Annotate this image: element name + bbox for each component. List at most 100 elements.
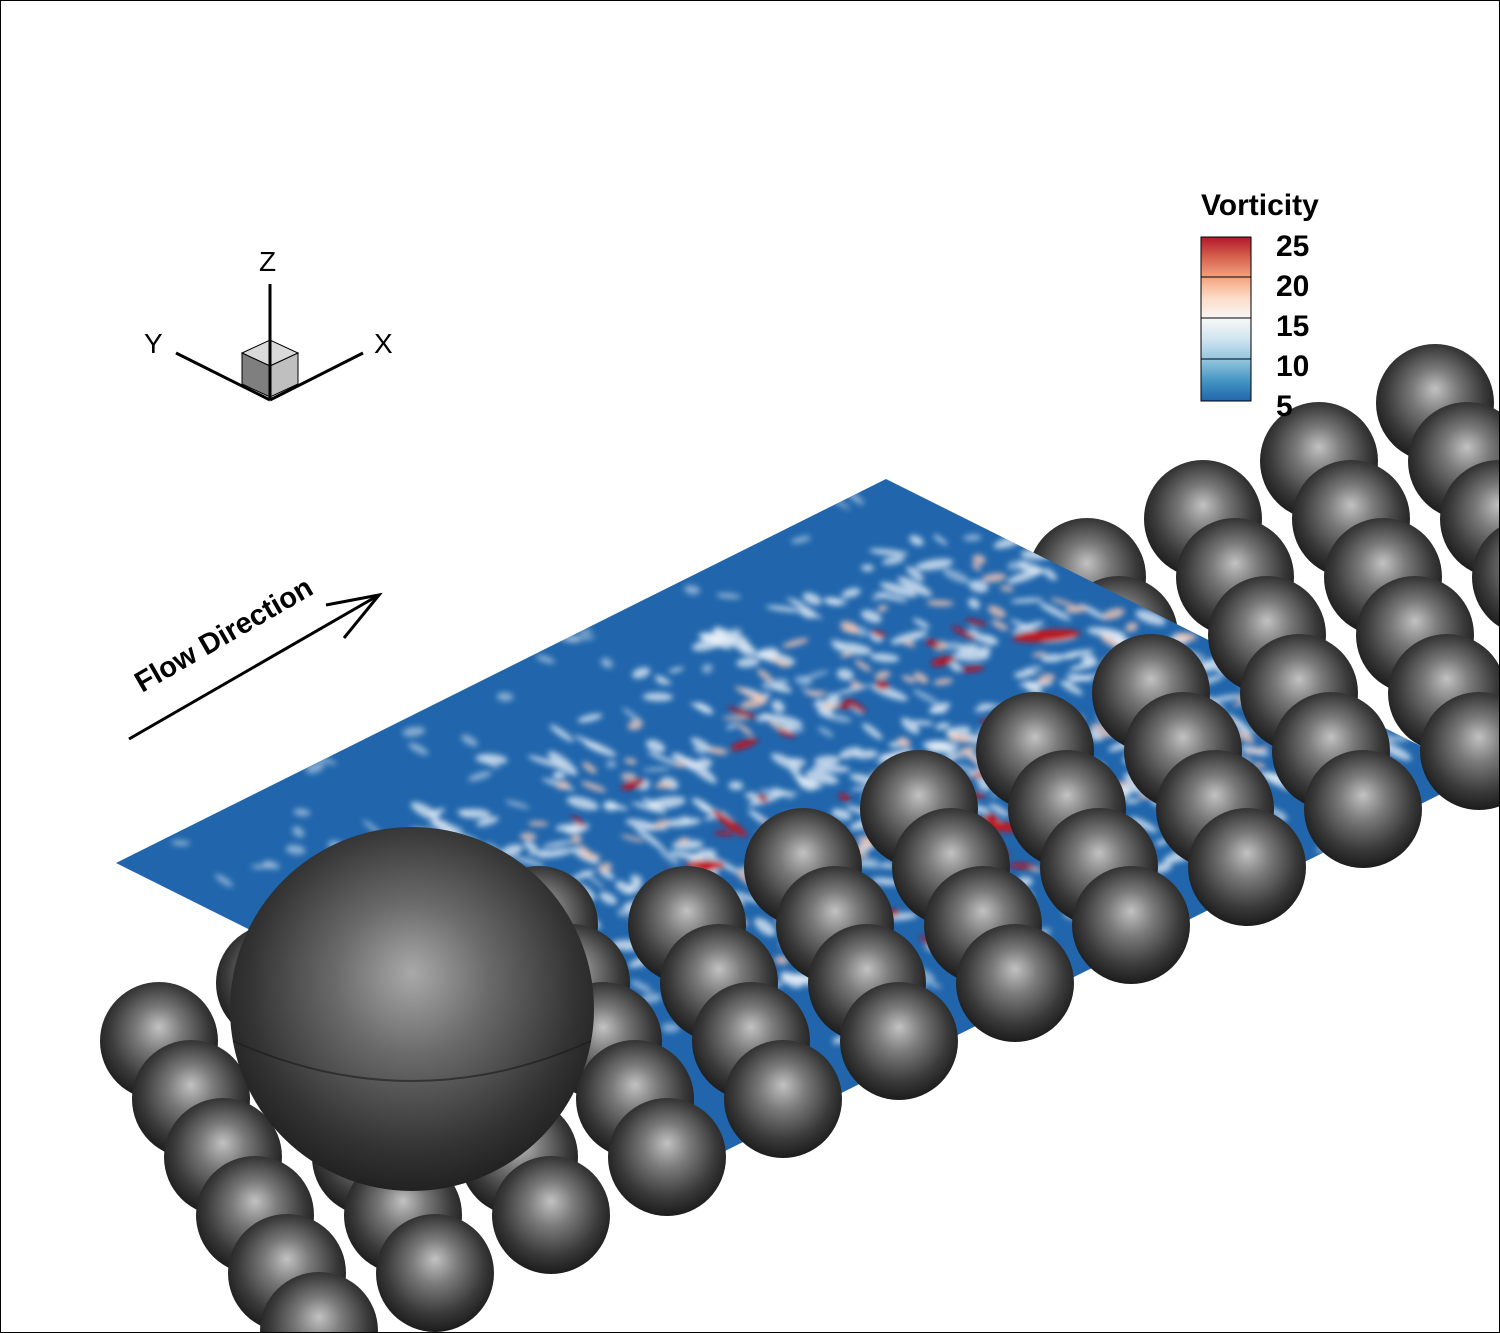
- vortex-patch: [648, 796, 686, 810]
- vortex-patch: [736, 723, 754, 737]
- vortex-patch: [972, 563, 981, 571]
- y-axis-label: Y: [144, 328, 163, 359]
- vortex-patch: [729, 738, 759, 751]
- vortex-patch: [782, 638, 809, 648]
- vortex-patch: [740, 699, 765, 709]
- vortex-patch: [968, 580, 989, 593]
- vortex-patch: [839, 652, 854, 658]
- vortex-patch: [580, 851, 601, 860]
- vortex-patch: [732, 891, 762, 904]
- vortex-patch: [624, 758, 637, 765]
- vortex-patch: [930, 656, 956, 667]
- vortex-patch: [632, 667, 651, 679]
- vortex-patch: [785, 597, 804, 606]
- vortex-patch: [799, 609, 815, 619]
- vortex-patch: [691, 797, 712, 811]
- vortex-patch: [966, 631, 998, 646]
- vortex-patch: [727, 707, 758, 719]
- vortex-patch: [1243, 746, 1270, 755]
- flow-direction-label: Flow Direction: [130, 571, 319, 699]
- vortex-patch: [835, 684, 871, 695]
- vortex-patch: [171, 840, 190, 846]
- y-axis-line: [175, 351, 271, 402]
- vortex-patch: [915, 558, 954, 571]
- vortex-patch: [547, 751, 578, 776]
- vortex-patch: [1008, 863, 1036, 869]
- vortex-patch: [527, 849, 549, 856]
- vortex-patch: [853, 749, 879, 759]
- vortex-patch: [836, 668, 854, 681]
- vortex-patch: [736, 657, 760, 668]
- vortex-patch: [1043, 568, 1057, 581]
- vortex-patch: [1009, 619, 1035, 631]
- vortex-patch: [556, 780, 570, 790]
- vortex-patch: [568, 635, 595, 641]
- vortex-patch: [1031, 651, 1047, 658]
- vortex-patch: [641, 993, 662, 1004]
- vortex-patch: [461, 734, 478, 747]
- vortex-patch: [634, 826, 665, 851]
- vortex-patch: [965, 618, 987, 626]
- vortex-patch: [942, 641, 963, 651]
- vortex-patch: [1264, 771, 1279, 782]
- vortex-patch: [1125, 622, 1138, 632]
- legend-tick-10: 10: [1276, 350, 1309, 383]
- vortex-patch: [901, 640, 916, 648]
- bed-sphere: [840, 982, 958, 1100]
- vortex-patch: [765, 605, 803, 613]
- vortex-patch: [1173, 632, 1198, 642]
- vortex-patch: [957, 746, 978, 756]
- vortex-patch: [621, 779, 645, 790]
- vortex-patch: [912, 689, 939, 705]
- vortex-patch: [1038, 602, 1071, 621]
- vortex-patch: [484, 758, 500, 770]
- vortex-patch: [1234, 731, 1255, 743]
- vortex-patch: [844, 698, 867, 714]
- vortex-patch: [712, 626, 724, 636]
- vortex-patch: [427, 819, 448, 826]
- vortex-patch: [989, 803, 1010, 817]
- vortex-patch: [577, 713, 603, 723]
- vortex-patch: [599, 891, 617, 905]
- vortex-patch: [1081, 654, 1096, 665]
- vortex-patch: [402, 726, 426, 737]
- vortex-patch: [855, 626, 868, 638]
- vortex-patch: [293, 808, 311, 817]
- bed-sphere: [724, 1040, 842, 1158]
- bed-sphere: [956, 924, 1074, 1042]
- vortex-patch: [626, 882, 641, 894]
- vortex-patch: [1065, 674, 1098, 683]
- vortex-patch: [968, 598, 980, 610]
- vortex-patch: [837, 702, 851, 709]
- vortex-patch: [582, 761, 597, 774]
- vortex-patch: [952, 650, 990, 662]
- vortex-patch: [642, 767, 671, 772]
- vortex-patch: [571, 816, 586, 827]
- vortex-patch: [862, 723, 883, 740]
- vortex-patch: [947, 726, 972, 735]
- vortex-patch: [831, 808, 852, 821]
- vortex-patch: [948, 733, 971, 743]
- bed-sphere: [1072, 866, 1190, 984]
- vortex-patch: [694, 702, 714, 715]
- vortex-patch: [1010, 597, 1044, 604]
- vortex-patch: [603, 803, 629, 811]
- vortex-patch: [700, 633, 731, 650]
- vortex-patch: [652, 819, 669, 829]
- flow-direction-arrow: Flow Direction: [128, 571, 383, 741]
- vortex-patch: [711, 809, 748, 838]
- vortex-patch: [949, 661, 962, 672]
- vortex-patch: [725, 639, 754, 650]
- vortex-patch: [870, 630, 887, 638]
- vortex-patch: [805, 690, 828, 696]
- vortex-patch: [811, 764, 851, 773]
- vortex-patch: [871, 877, 901, 886]
- vortex-patch: [520, 832, 537, 841]
- vortex-patch: [983, 813, 999, 822]
- vortex-patch: [630, 874, 643, 886]
- x-axis-line: [269, 351, 364, 402]
- vortex-patch: [1064, 653, 1081, 660]
- vortex-patch: [605, 760, 617, 769]
- vortex-patch: [655, 781, 673, 789]
- vortex-patch: [841, 587, 861, 598]
